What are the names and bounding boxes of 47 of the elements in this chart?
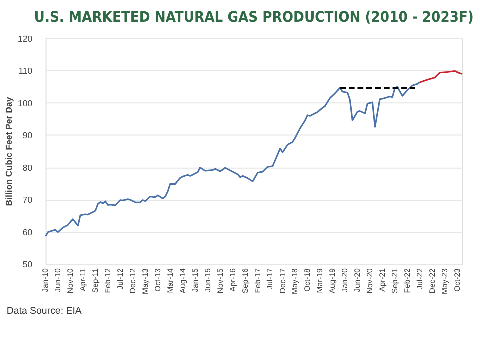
x-tick-label: Sep-16 [240,268,250,294]
x-tick-label: Apr-21 [378,268,388,292]
x-tick-label: Feb-22 [403,268,412,294]
x-tick-label: Sep-21 [390,268,400,294]
x-tick-label: Mar-14 [166,268,175,294]
x-tick-label: Dec-22 [428,268,437,294]
line-series [419,70,464,84]
x-tick-label: Oct-13 [153,268,162,292]
x-tick-label: Jul-22 [415,268,424,290]
y-tick-label: 50 [22,260,33,270]
x-tick-label: Aug-19 [328,268,338,294]
x-tick-label: Dec-12 [128,268,138,294]
x-tick-label: Jun-15 [203,268,212,292]
x-tick-label: Apr-16 [228,268,238,292]
y-tick-label: 120 [18,34,33,44]
x-tick-label: Nov-20 [366,268,375,294]
x-tick-label: Sep-11 [91,268,100,294]
y-tick-label: 90 [22,130,33,141]
y-tick-label: 60 [22,227,33,238]
x-tick-label: Jul-12 [116,268,125,290]
x-tick-label: Mar-19 [316,268,325,294]
x-tick-label: Jan-10 [41,268,50,292]
x-tick-label: Oct-23 [452,268,462,292]
x-tick-label: Jul-17 [266,268,275,290]
x-tick-label: Oct-18 [303,268,312,292]
y-tick-label: 70 [22,195,33,206]
y-axis-title: Billion Cubic Feet Per Day [4,97,14,206]
line-series [44,82,421,238]
y-tick-label: 110 [18,66,33,76]
x-tick-label: May-23 [440,268,450,295]
x-tick-label: Nov-15 [216,268,225,294]
y-tick-label: 80 [22,162,33,173]
x-tick-label: Jan-20 [340,268,350,292]
x-tick-label: Aug-14 [178,268,188,294]
x-tick-label: Dec-17 [278,268,288,294]
chart-title: U.S. MARKETED NATURAL GAS PRODUCTION (2010 - 2023F) [34,8,474,26]
x-tick-label: May-13 [140,268,150,295]
y-tick-label: 100 [18,98,33,108]
x-tick-label: May-18 [290,268,300,295]
x-tick-label: Jun-10 [54,268,63,292]
source-note: Data Source: EIA [6,306,82,317]
x-tick-label: Feb-17 [253,268,262,294]
x-tick-label: Jun-20 [353,268,362,292]
x-tick-label: Jan-15 [190,268,200,292]
x-tick-label: Nov-10 [66,268,76,294]
x-tick-label: Apr-11 [78,268,88,292]
x-tick-label: Feb-12 [104,268,113,294]
